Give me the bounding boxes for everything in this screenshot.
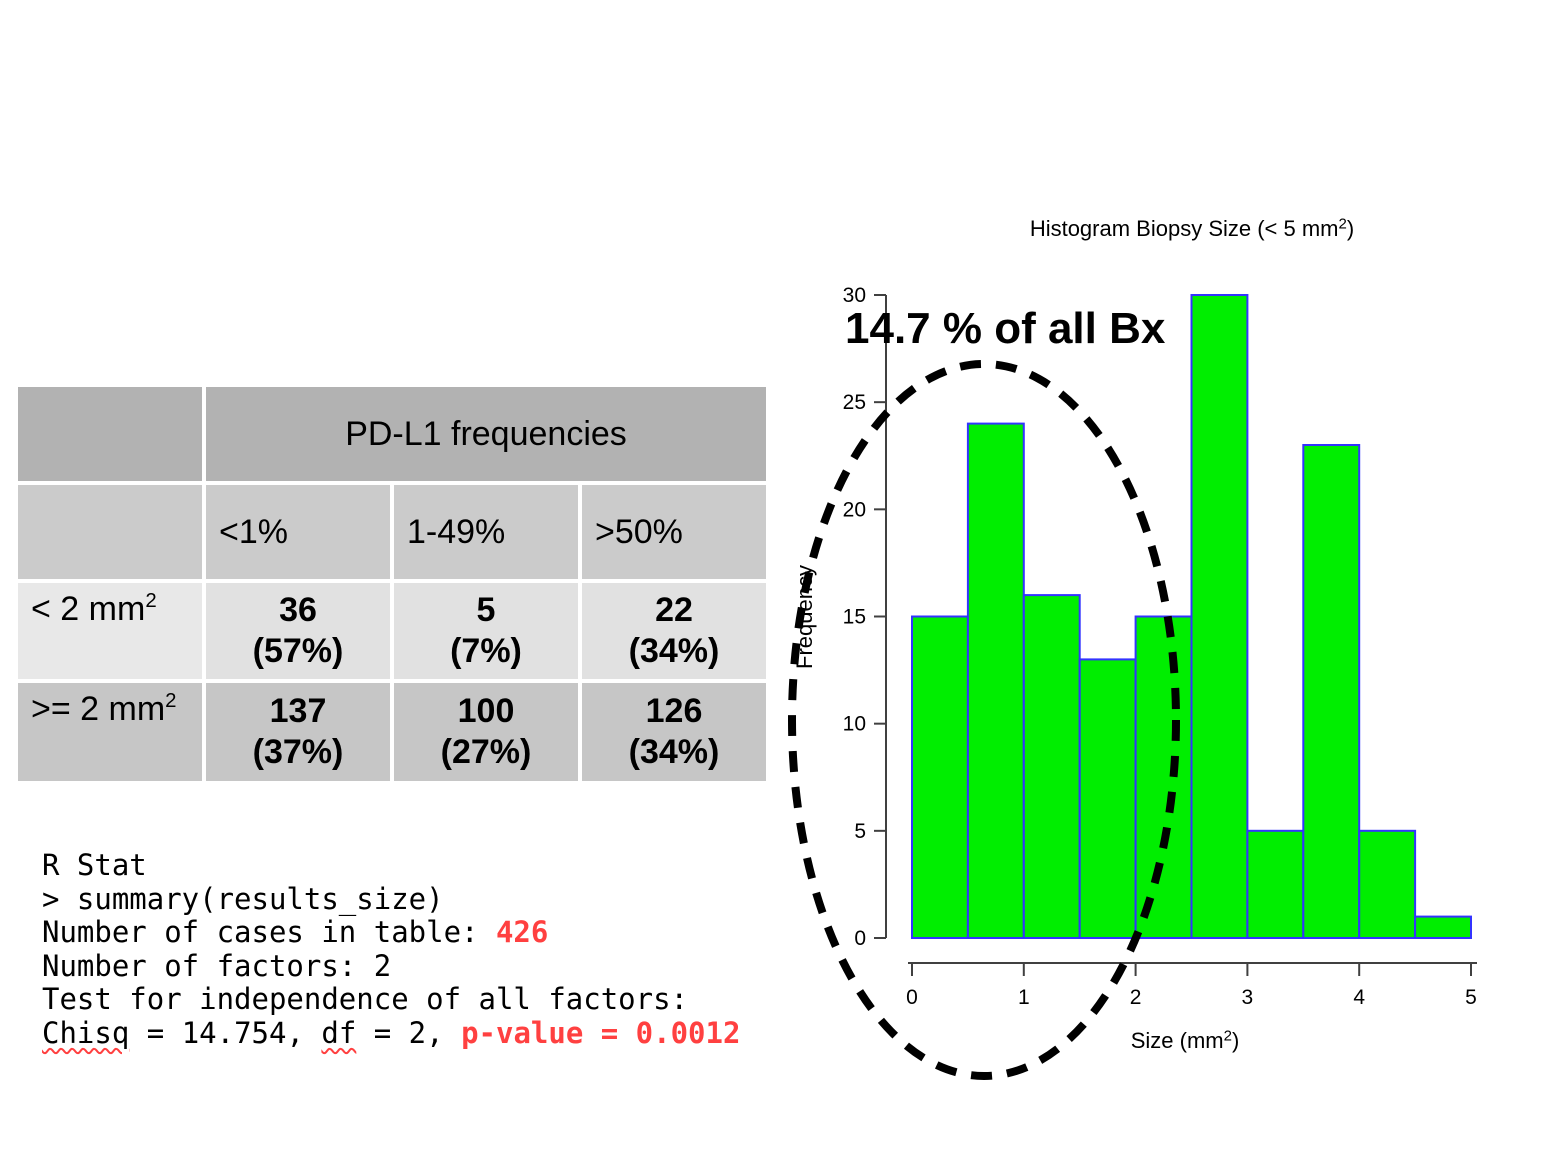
row-label-text: < 2 mm2 <box>31 590 157 628</box>
row-label-ge2mm2: >= 2 mm2 <box>18 683 202 781</box>
cell-percent: (34%) <box>628 632 720 670</box>
x-tick-label: 3 <box>1242 986 1254 1009</box>
cell-lt2-1-49: 5 (7%) <box>394 583 578 679</box>
y-tick-label: 25 <box>843 391 866 414</box>
r-stat-line: R Stat <box>42 848 740 883</box>
cell-percent: (57%) <box>252 632 344 670</box>
y-tick-label: 15 <box>843 606 866 629</box>
table-header-label: PD-L1 frequencies <box>345 414 627 453</box>
col-header-label: 1-49% <box>407 512 506 551</box>
x-tick-label: 4 <box>1353 986 1365 1009</box>
histogram-bar <box>1414 915 1472 939</box>
y-tick-label: 10 <box>843 713 866 736</box>
cell-ge2-1-49: 100 (27%) <box>394 683 578 781</box>
y-tick-label: 0 <box>854 927 866 950</box>
pdl1-frequency-table: PD-L1 frequencies <1% 1-49% >50% < 2 mm2… <box>18 387 766 781</box>
histogram-bar <box>911 615 969 939</box>
col-header-gt50pct: >50% <box>582 485 766 579</box>
row-label-text: >= 2 mm2 <box>31 690 177 728</box>
histogram-bar <box>1078 658 1137 940</box>
col-header-lt1pct: <1% <box>206 485 390 579</box>
r-stat-line: Number of factors: 2 <box>42 948 740 984</box>
r-stat-text: Test for independence of all factors: <box>42 982 689 1016</box>
r-stat-output: R Stat > summary(results_size) Number of c… <box>42 848 741 1051</box>
r-stat-text: df <box>321 1015 357 1050</box>
cell-count: 126 <box>645 692 703 730</box>
r-stat-text: > summary(results_size) <box>42 881 444 916</box>
col-header-1-49pct: 1-49% <box>394 485 578 579</box>
cell-percent: (34%) <box>628 733 720 771</box>
histogram-bar <box>966 422 1025 940</box>
y-tick-label: 30 <box>843 284 866 307</box>
col-header-label: >50% <box>595 512 683 551</box>
cell-lt2-gt50: 22 (34%) <box>582 583 766 679</box>
annotation-text: 14.7 % of all Bx <box>845 304 1166 353</box>
r-stat-text: Number of cases in table: <box>42 915 496 949</box>
r-stat-highlight: 426 <box>495 915 549 949</box>
cell-ge2-lt1: 137 (37%) <box>206 683 390 781</box>
r-stat-text: Number of factors: 2 <box>42 948 392 983</box>
cell-lt2-lt1: 36 (57%) <box>206 583 390 679</box>
r-stat-line: > summary(results_size) <box>42 881 740 917</box>
table-subheader-empty-cell <box>18 485 202 579</box>
x-tick-label: 2 <box>1130 986 1142 1009</box>
cell-ge2-gt50: 126 (34%) <box>582 683 766 781</box>
table-corner-cell <box>18 387 202 481</box>
cell-percent: (27%) <box>440 733 532 771</box>
r-stat-text: Chisq <box>42 1015 130 1050</box>
table-header-title: PD-L1 frequencies <box>206 387 766 481</box>
cell-percent: (7%) <box>450 632 522 670</box>
row-label-lt2mm2: < 2 mm2 <box>18 583 202 679</box>
cell-count: 100 <box>457 692 515 730</box>
col-header-label: <1% <box>219 512 288 551</box>
x-tick-label: 5 <box>1465 986 1477 1009</box>
y-tick-label: 5 <box>854 820 866 843</box>
chart-title: Histogram Biopsy Size (< 5 mm2) <box>1030 215 1354 241</box>
cell-count: 36 <box>279 591 317 629</box>
x-tick-label: 0 <box>906 986 918 1009</box>
r-stat-highlight: p-value = 0.0012 <box>461 1015 741 1050</box>
r-stat-text: = 14.754, <box>129 1015 322 1050</box>
r-stat-line: Number of cases in table: 426 <box>42 915 740 950</box>
cell-count: 5 <box>476 591 496 629</box>
cell-count: 137 <box>269 692 327 730</box>
x-tick-label: 1 <box>1018 986 1030 1009</box>
histogram-bar <box>1302 444 1361 939</box>
y-tick-label: 20 <box>843 498 866 521</box>
histogram-bar <box>1022 594 1081 939</box>
superscript-2: 2 <box>145 590 157 612</box>
r-stat-line: Chisq = 14.754, df = 2, p-value = 0.0012 <box>42 1015 741 1051</box>
r-stat-text: R Stat <box>42 848 147 882</box>
cell-count: 22 <box>655 591 693 629</box>
x-axis-title: Size (mm2) <box>1131 1027 1240 1053</box>
histogram-bar <box>1358 829 1417 939</box>
highlight-ellipse <box>788 360 1180 1080</box>
superscript-2: 2 <box>165 690 177 712</box>
r-stat-line: Test for independence of all factors: <box>42 982 740 1017</box>
histogram-bar <box>1246 829 1305 939</box>
cell-percent: (37%) <box>252 733 344 771</box>
histogram-bar <box>1190 294 1249 939</box>
r-stat-text: = 2, <box>356 1015 462 1050</box>
histogram-bar <box>1134 615 1193 939</box>
